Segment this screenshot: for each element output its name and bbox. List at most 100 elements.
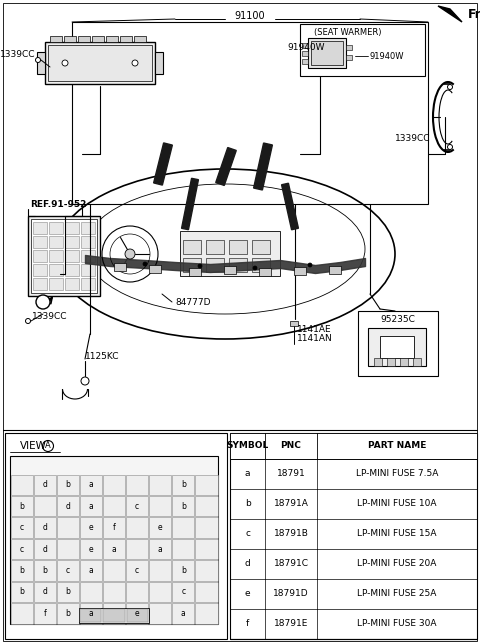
Text: REF.91-952: REF.91-952 — [30, 200, 86, 209]
Text: 1339CC: 1339CC — [0, 50, 35, 59]
Bar — [80, 475, 102, 495]
Circle shape — [25, 319, 31, 323]
Bar — [126, 560, 148, 581]
Bar — [294, 267, 306, 275]
Polygon shape — [253, 143, 272, 190]
Text: 84777D: 84777D — [175, 298, 211, 307]
Bar — [11, 475, 33, 495]
Bar — [45, 42, 155, 84]
Text: LP-MINI FUSE 20A: LP-MINI FUSE 20A — [357, 560, 437, 569]
Bar — [11, 496, 33, 516]
Bar — [33, 264, 47, 276]
Text: (SEAT WARMER): (SEAT WARMER) — [314, 28, 381, 37]
Bar — [290, 321, 298, 326]
Bar — [195, 496, 217, 516]
Text: c: c — [135, 566, 139, 575]
Text: b: b — [181, 502, 186, 511]
Bar — [50, 36, 62, 42]
Text: 1125KC: 1125KC — [85, 352, 120, 361]
Bar — [81, 236, 95, 248]
Bar — [126, 496, 148, 516]
Text: e: e — [135, 609, 139, 618]
Text: f: f — [246, 620, 249, 629]
Bar — [308, 38, 346, 68]
Polygon shape — [282, 184, 299, 230]
Bar — [149, 582, 171, 602]
Text: LP-MINI FUSE 30A: LP-MINI FUSE 30A — [357, 620, 437, 629]
Text: 1141AN: 1141AN — [297, 334, 333, 343]
Bar — [183, 258, 201, 272]
Text: c: c — [135, 502, 139, 511]
Text: c: c — [245, 529, 250, 538]
Bar — [252, 258, 270, 272]
Bar — [149, 539, 171, 559]
Bar — [172, 582, 194, 602]
Bar — [311, 41, 343, 65]
Bar — [34, 560, 56, 581]
Text: b: b — [65, 480, 70, 489]
Text: 18791: 18791 — [276, 469, 305, 478]
Text: LP-MINI FUSE 15A: LP-MINI FUSE 15A — [357, 529, 437, 538]
Bar — [34, 582, 56, 602]
Bar — [72, 22, 428, 204]
Bar — [120, 36, 132, 42]
Bar — [31, 219, 97, 293]
Bar — [126, 475, 148, 495]
Bar — [28, 216, 100, 296]
Text: 18791D: 18791D — [273, 589, 309, 598]
Bar — [81, 278, 95, 290]
Bar — [103, 496, 125, 516]
Bar — [329, 266, 341, 274]
Bar — [400, 358, 408, 366]
Bar — [195, 603, 217, 623]
Bar — [172, 603, 194, 623]
Bar — [172, 539, 194, 559]
Bar — [302, 51, 308, 56]
Bar — [103, 475, 125, 495]
Text: 91940W: 91940W — [370, 52, 405, 61]
Bar — [302, 59, 308, 64]
Bar — [106, 36, 118, 42]
Bar — [149, 560, 171, 581]
Text: c: c — [181, 587, 185, 596]
Text: c: c — [66, 566, 70, 575]
Bar — [79, 608, 149, 623]
Text: f: f — [113, 523, 115, 532]
Circle shape — [447, 84, 453, 90]
Bar — [374, 358, 382, 366]
Bar — [81, 250, 95, 262]
Bar — [195, 475, 217, 495]
Bar — [103, 539, 125, 559]
Bar — [149, 475, 171, 495]
Bar — [65, 264, 79, 276]
Text: a: a — [158, 544, 163, 553]
Text: 1339CC: 1339CC — [395, 133, 430, 142]
Bar — [172, 517, 194, 538]
Text: c: c — [20, 544, 24, 553]
Text: a: a — [88, 609, 93, 618]
Circle shape — [447, 144, 453, 149]
Bar — [134, 36, 146, 42]
Bar — [65, 236, 79, 248]
Bar — [114, 263, 126, 271]
Text: LP-MINI FUSE 7.5A: LP-MINI FUSE 7.5A — [356, 469, 438, 478]
Bar — [49, 264, 63, 276]
Bar — [103, 517, 125, 538]
Bar — [34, 496, 56, 516]
Text: e: e — [89, 544, 93, 553]
Polygon shape — [216, 147, 236, 185]
Bar — [413, 358, 421, 366]
Text: VIEW: VIEW — [20, 441, 47, 451]
Bar — [34, 539, 56, 559]
Text: PART NAME: PART NAME — [368, 442, 426, 451]
Text: b: b — [19, 566, 24, 575]
Text: LP-MINI FUSE 25A: LP-MINI FUSE 25A — [357, 589, 437, 598]
Circle shape — [125, 249, 135, 259]
Bar — [302, 43, 308, 48]
Bar — [229, 240, 247, 254]
Bar — [11, 539, 33, 559]
Polygon shape — [438, 6, 462, 22]
Text: a: a — [112, 544, 116, 553]
Text: 1141AE: 1141AE — [297, 325, 332, 334]
Bar — [92, 36, 104, 42]
